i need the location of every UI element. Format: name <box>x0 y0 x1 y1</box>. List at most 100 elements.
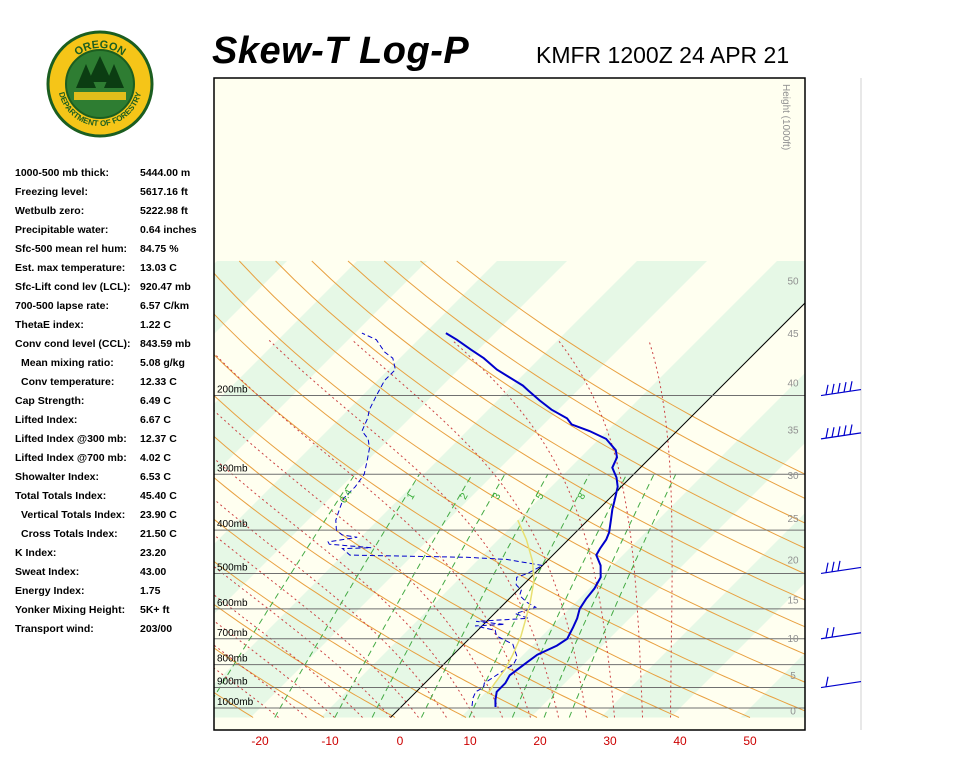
index-value: 1.22 C <box>140 319 171 331</box>
dry-adiabat <box>456 260 805 475</box>
chart-title: Skew-T Log-P <box>212 30 470 72</box>
temperature-tick-label: -10 <box>321 734 339 748</box>
pressure-label: 500mb <box>217 562 248 573</box>
dry-adiabat <box>214 477 609 718</box>
height-tick-label: 25 <box>787 514 799 525</box>
index-row: Cross Totals Index: 21.50 C <box>15 528 215 547</box>
index-row: Freezing level: 5617.16 ft <box>15 186 215 205</box>
isotherm-band <box>214 261 287 334</box>
index-row: Total Totals Index: 45.40 C <box>15 490 215 509</box>
dry-adiabat <box>0 261 182 718</box>
temperature-tick-label: 0 <box>397 734 404 748</box>
height-axis-title: Height (1000ft) <box>780 84 791 150</box>
pressure-label: 600mb <box>217 598 248 609</box>
height-tick-label: 30 <box>787 471 799 482</box>
mixing-ratio-line <box>334 474 473 718</box>
index-row: Conv cond level (CCL): 843.59 mb <box>15 338 215 357</box>
wind-barb <box>820 560 862 575</box>
temperature-profile <box>445 332 619 708</box>
zero-isotherm <box>390 302 805 718</box>
dry-adiabat <box>311 260 805 575</box>
dry-adiabat <box>214 435 680 718</box>
dry-adiabat <box>214 560 467 718</box>
index-label: Lifted Index: <box>15 414 78 426</box>
index-value: 12.33 C <box>140 376 177 388</box>
index-label: 700-500 lapse rate: <box>15 300 109 312</box>
index-value: 843.59 mb <box>140 338 191 350</box>
index-value: 5K+ ft <box>140 604 170 616</box>
isotherm-band <box>0 261 7 717</box>
plot-area <box>0 260 805 718</box>
temperature-tick-label: -20 <box>251 734 269 748</box>
isotherm-band <box>214 261 707 718</box>
height-tick-label: 10 <box>787 634 799 645</box>
index-value: 6.53 C <box>140 471 171 483</box>
mixing-ratio-line <box>568 474 677 718</box>
index-label: Est. max temperature: <box>15 262 126 274</box>
index-value: 6.57 C/km <box>140 300 190 312</box>
index-value: 0.64 inches <box>140 224 197 236</box>
dry-adiabat <box>214 313 805 683</box>
index-label: 1000-500 mb thick: <box>15 167 109 179</box>
index-value: 920.47 mb <box>140 281 191 293</box>
index-label: Sweat Index: <box>15 566 80 578</box>
mixing-ratio-label: 8 <box>576 491 589 502</box>
dry-adiabat <box>214 647 325 718</box>
dewpoint-profile <box>327 332 545 707</box>
index-row: 1000-500 mb thick: 5444.00 m <box>15 167 215 186</box>
pressure-label: 1000mb <box>217 697 254 708</box>
index-label: Showalter Index: <box>15 471 100 483</box>
index-label: Energy Index: <box>15 585 85 597</box>
index-row: K Index: 23.20 <box>15 547 215 566</box>
isotherm-band <box>0 261 147 717</box>
index-row: Energy Index: 1.75 <box>15 585 215 604</box>
mixing-ratio-line <box>274 474 420 718</box>
height-tick-label: 20 <box>787 556 799 567</box>
index-value: 23.20 <box>140 547 167 559</box>
index-row: Sfc-Lift cond lev (LCL): 920.47 mb <box>15 281 215 300</box>
logo-tree-icon <box>88 56 112 82</box>
plot-frame <box>213 77 806 731</box>
index-value: 84.75 % <box>140 243 179 255</box>
index-value: 5617.16 ft <box>140 186 188 198</box>
index-row: Sfc-500 mean rel hum: 84.75 % <box>15 243 215 262</box>
index-label: Conv temperature: <box>21 376 115 388</box>
mixing-ratio-label: 5 <box>534 491 547 502</box>
index-label: Total Totals Index: <box>15 490 107 502</box>
isotherm-band <box>600 513 805 718</box>
mixing-ratio-line <box>420 474 549 718</box>
dry-adiabat <box>383 260 805 524</box>
index-value: 21.50 C <box>140 528 177 540</box>
index-row: 700-500 lapse rate: 6.57 C/km <box>15 300 215 319</box>
index-label: Lifted Index @700 mb: <box>15 452 127 464</box>
mixing-ratio-label: 3 <box>491 491 504 502</box>
dry-adiabat <box>214 518 538 718</box>
dry-adiabat <box>0 261 111 718</box>
logo-tree-left-icon <box>76 64 96 88</box>
pressure-label: 300mb <box>217 463 248 474</box>
dry-adiabat <box>214 603 396 718</box>
logo-banner <box>74 92 126 100</box>
index-label: Mean mixing ratio: <box>21 357 114 369</box>
indices-panel: 1000-500 mb thick: 5444.00 m Freezing leve… <box>15 167 215 642</box>
dry-adiabat <box>420 260 805 499</box>
logo-center <box>65 49 135 119</box>
index-value: 12.37 C <box>140 433 177 445</box>
height-tick-label: 35 <box>787 426 799 437</box>
parcel-path <box>486 519 535 695</box>
index-label: Sfc-500 mean rel hum: <box>15 243 128 255</box>
mixing-ratio-line <box>543 474 655 718</box>
index-value: 5.08 g/kg <box>140 357 185 369</box>
wind-barb <box>820 626 862 640</box>
index-row: Est. max temperature: 13.03 C <box>15 262 215 281</box>
index-label: Precipitable water: <box>15 224 109 236</box>
index-value: 13.03 C <box>140 262 177 274</box>
station-time: KMFR 1200Z 24 APR 21 <box>536 42 790 68</box>
dry-adiabat <box>214 354 805 712</box>
index-value: 43.00 <box>140 566 167 578</box>
pressure-label: 900mb <box>217 677 248 688</box>
dry-adiabat <box>275 260 805 601</box>
index-label: ThetaE index: <box>15 319 84 331</box>
index-row: Conv temperature: 12.33 C <box>15 376 215 395</box>
index-label: Conv cond level (CCL): <box>15 338 131 350</box>
